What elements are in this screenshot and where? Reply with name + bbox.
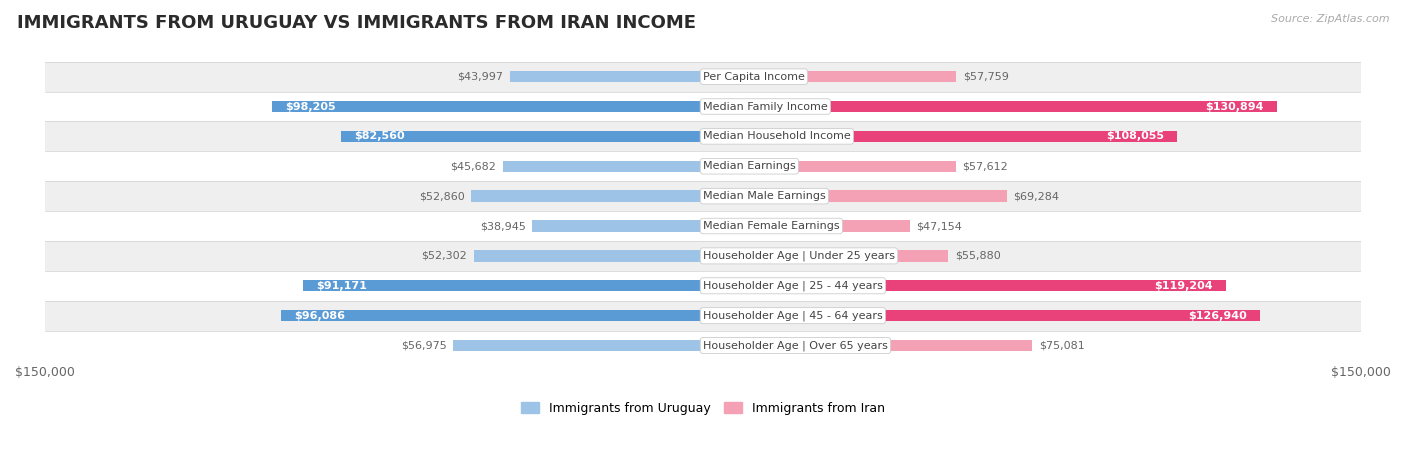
Text: Householder Age | Over 65 years: Householder Age | Over 65 years xyxy=(703,340,887,351)
Text: Median Earnings: Median Earnings xyxy=(703,161,796,171)
Bar xyxy=(45,151,1361,181)
Bar xyxy=(703,71,956,82)
Text: $57,759: $57,759 xyxy=(963,71,1010,82)
Bar xyxy=(703,340,1032,351)
Bar xyxy=(304,280,703,291)
Bar xyxy=(703,250,948,262)
Text: $38,945: $38,945 xyxy=(479,221,526,231)
Bar xyxy=(703,101,1277,112)
Text: Source: ZipAtlas.com: Source: ZipAtlas.com xyxy=(1271,14,1389,24)
Legend: Immigrants from Uruguay, Immigrants from Iran: Immigrants from Uruguay, Immigrants from… xyxy=(516,397,890,420)
Bar xyxy=(45,92,1361,121)
Text: $56,975: $56,975 xyxy=(401,340,447,351)
Bar xyxy=(340,131,703,142)
Text: $108,055: $108,055 xyxy=(1107,131,1164,142)
Text: $119,204: $119,204 xyxy=(1154,281,1213,291)
Text: $98,205: $98,205 xyxy=(285,101,336,112)
Bar xyxy=(453,340,703,351)
Text: $69,284: $69,284 xyxy=(1014,191,1060,201)
Bar xyxy=(703,310,1260,321)
Bar xyxy=(502,161,703,172)
Bar xyxy=(531,220,703,232)
Bar xyxy=(703,131,1177,142)
Bar xyxy=(45,121,1361,151)
Text: Median Family Income: Median Family Income xyxy=(703,101,828,112)
Bar xyxy=(703,161,956,172)
Bar xyxy=(703,280,1226,291)
Text: Median Male Earnings: Median Male Earnings xyxy=(703,191,825,201)
Text: $47,154: $47,154 xyxy=(917,221,962,231)
Text: $55,880: $55,880 xyxy=(955,251,1001,261)
Text: $82,560: $82,560 xyxy=(354,131,405,142)
Text: $130,894: $130,894 xyxy=(1205,101,1264,112)
Text: $52,860: $52,860 xyxy=(419,191,464,201)
Bar xyxy=(474,250,703,262)
Bar xyxy=(45,62,1361,92)
Bar xyxy=(45,181,1361,211)
Bar xyxy=(281,310,703,321)
Text: $126,940: $126,940 xyxy=(1188,311,1247,321)
Text: Per Capita Income: Per Capita Income xyxy=(703,71,804,82)
Text: IMMIGRANTS FROM URUGUAY VS IMMIGRANTS FROM IRAN INCOME: IMMIGRANTS FROM URUGUAY VS IMMIGRANTS FR… xyxy=(17,14,696,32)
Text: Householder Age | 25 - 44 years: Householder Age | 25 - 44 years xyxy=(703,281,883,291)
Text: Householder Age | Under 25 years: Householder Age | Under 25 years xyxy=(703,251,896,261)
Text: Median Female Earnings: Median Female Earnings xyxy=(703,221,839,231)
Text: $57,612: $57,612 xyxy=(962,161,1008,171)
Text: Householder Age | 45 - 64 years: Householder Age | 45 - 64 years xyxy=(703,311,883,321)
Bar xyxy=(45,271,1361,301)
Bar xyxy=(45,301,1361,331)
Bar xyxy=(45,211,1361,241)
Bar xyxy=(471,191,703,202)
Text: $45,682: $45,682 xyxy=(450,161,496,171)
Text: $91,171: $91,171 xyxy=(316,281,367,291)
Text: $43,997: $43,997 xyxy=(457,71,503,82)
Text: $75,081: $75,081 xyxy=(1039,340,1084,351)
Text: $52,302: $52,302 xyxy=(422,251,467,261)
Bar xyxy=(45,331,1361,361)
Bar xyxy=(703,191,1007,202)
Bar xyxy=(510,71,703,82)
Bar xyxy=(45,241,1361,271)
Bar xyxy=(703,220,910,232)
Text: $96,086: $96,086 xyxy=(295,311,346,321)
Bar xyxy=(273,101,703,112)
Text: Median Household Income: Median Household Income xyxy=(703,131,851,142)
